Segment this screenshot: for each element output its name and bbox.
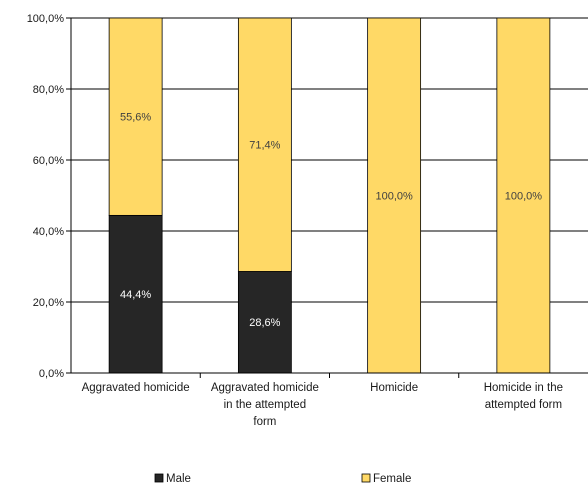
y-tick-label: 60,0% (33, 155, 64, 167)
data-label: 55,6% (120, 112, 151, 124)
category-label: Homicide (370, 382, 418, 394)
bar-male (108, 214, 163, 374)
bar-female (108, 17, 163, 216)
bar-female (237, 17, 292, 272)
data-label: 100,0% (505, 191, 543, 203)
category-label: attempted form (485, 399, 562, 411)
data-label: 44,4% (120, 289, 151, 301)
category-label: Aggravated homicide (211, 382, 319, 394)
x-axis-categories: Aggravated homicide Aggravated homicide in… (82, 382, 563, 428)
bar-female (496, 17, 551, 374)
legend-label-female: Female (373, 473, 411, 485)
legend-label-male: Male (166, 473, 191, 485)
legend-swatch-male (154, 473, 164, 483)
bars (108, 17, 551, 374)
axes (70, 18, 588, 378)
y-tick-label: 20,0% (33, 297, 64, 309)
y-tick-label: 0,0% (39, 368, 64, 380)
legend: Male Female (154, 473, 411, 485)
category-label: in the attempted (224, 399, 306, 411)
data-label: 28,6% (249, 317, 280, 329)
data-label: 100,0% (375, 191, 413, 203)
category-label: form (253, 416, 276, 428)
legend-swatch-female (361, 473, 371, 483)
data-label: 71,4% (249, 140, 280, 152)
data-labels: 44,4% 55,6% 28,6% 71,4% 100,0% 100,0% (120, 112, 542, 330)
bar-female (367, 17, 422, 374)
category-label: Homicide in the (484, 382, 563, 394)
y-tick-label: 40,0% (33, 226, 64, 238)
y-tick-label: 100,0% (27, 13, 65, 25)
y-tick-label: 80,0% (33, 84, 64, 96)
category-label: Aggravated homicide (82, 382, 190, 394)
y-axis-ticks: 0,0% 20,0% 40,0% 60,0% 80,0% 100,0% (27, 13, 71, 380)
